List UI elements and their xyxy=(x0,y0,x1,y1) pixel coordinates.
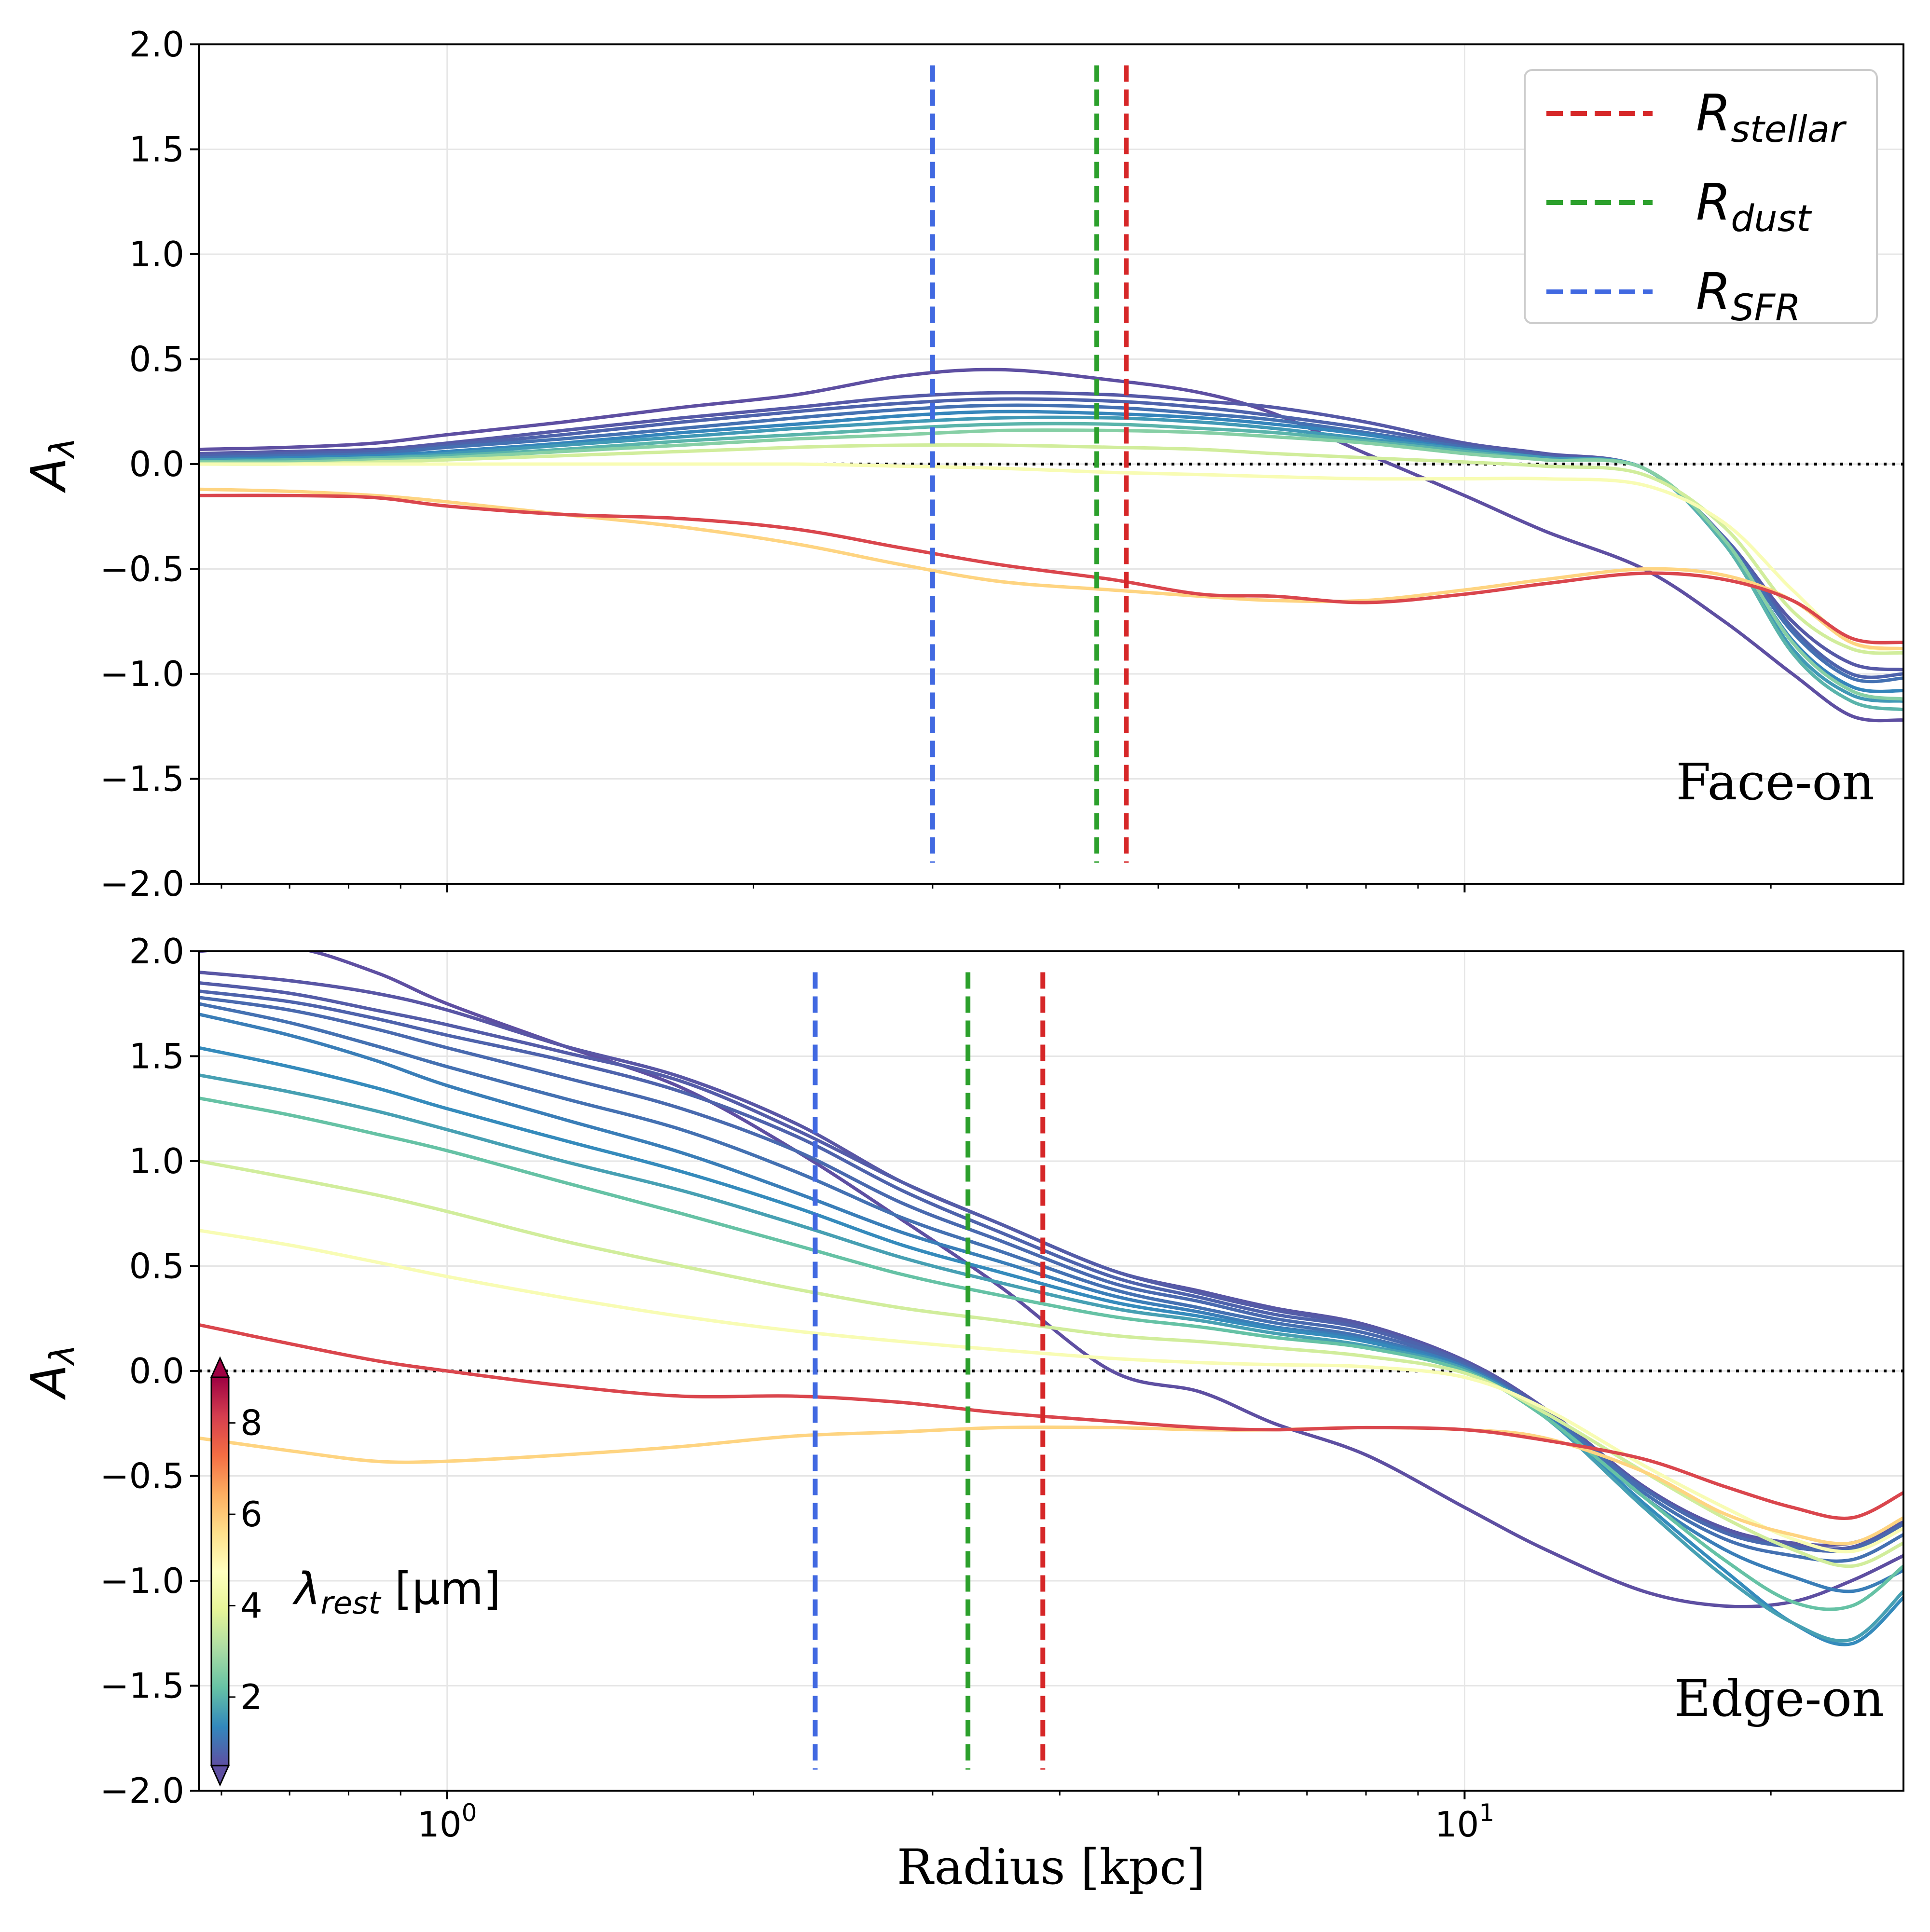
x-tick-label: 100 xyxy=(417,1799,477,1845)
y-tick-label: −1.0 xyxy=(100,654,184,694)
y-tick-label: 2.0 xyxy=(129,24,184,65)
series-line xyxy=(199,1159,1903,1568)
series-line xyxy=(199,443,1903,655)
legend-box xyxy=(1524,69,1878,324)
series-line xyxy=(199,1013,1903,1593)
panel-face-on: 2.0 1.5 1.0 0.5 0.0 −0.5 −1.0 −1.5 −2.0 Aλ Face-on xyxy=(20,24,1904,904)
series-line xyxy=(199,1046,1903,1646)
y-tick-label: 1.0 xyxy=(129,234,184,274)
series-line xyxy=(199,1229,1903,1554)
y-tick-label: 1.5 xyxy=(129,1036,184,1077)
series-line xyxy=(199,428,1903,701)
panel-label: Edge-on xyxy=(1674,1669,1884,1728)
y-tick-label: −1.0 xyxy=(100,1561,184,1601)
legend-label: Rdust xyxy=(1696,173,1812,240)
y-axis-label: Aλ xyxy=(20,1344,82,1400)
y-tick-label: −0.5 xyxy=(100,1456,184,1496)
series-line xyxy=(199,1425,1903,1546)
y-tick-label: −1.5 xyxy=(100,1666,184,1706)
y-tick-label: 1.5 xyxy=(129,129,184,170)
series-line xyxy=(199,1323,1903,1520)
series-line xyxy=(199,1096,1903,1611)
series-line xyxy=(199,996,1903,1553)
colorbar-tick-label: 4 xyxy=(240,1586,262,1626)
curves xyxy=(199,951,1903,1646)
y-tick-label: 0.5 xyxy=(129,339,184,380)
x-axis-label: Radius [kpc] xyxy=(897,1839,1205,1895)
series-line xyxy=(199,951,1903,1609)
series-line xyxy=(199,422,1903,712)
x-tick-label: 101 xyxy=(1435,1799,1494,1845)
curves xyxy=(199,368,1903,723)
colorbar-extend-bottom xyxy=(210,1765,230,1787)
y-tick-label: 0.0 xyxy=(129,444,184,484)
panel-label: Face-on xyxy=(1676,753,1875,811)
colorbar-tick-label: 6 xyxy=(240,1494,262,1535)
colorbar: 2 4 6 8 λrest [μm] xyxy=(210,1356,501,1787)
y-tick-label: −2.0 xyxy=(100,863,184,904)
y-tick-label: 1.0 xyxy=(129,1141,184,1181)
legend-label: Rstellar xyxy=(1696,83,1847,151)
y-tick-label: 0.5 xyxy=(129,1246,184,1287)
legend: Rstellar Rdust RSFR xyxy=(1524,69,1878,329)
y-tick-label: −0.5 xyxy=(100,549,184,589)
series-line xyxy=(199,493,1903,644)
plot-layer: 2.0 1.5 1.0 0.5 0.0 −0.5 −1.0 −1.5 −2.0 Aλ Face-on… xyxy=(20,24,1904,1895)
y-tick-label: 2.0 xyxy=(129,931,184,972)
colorbar-gradient xyxy=(210,1376,230,1767)
y-tick-label: 0.0 xyxy=(129,1351,184,1391)
panel-edge-on: 2.0 1.5 1.0 0.5 0.0 −0.5 −1.0 −1.5 −2.0 Aλ Edge-on xyxy=(20,931,1904,1811)
colorbar-tick-label: 2 xyxy=(240,1677,262,1717)
series-line xyxy=(199,487,1903,651)
legend-label: RSFR xyxy=(1696,262,1801,329)
y-tick-label: −1.5 xyxy=(100,759,184,799)
y-axis-label: Aλ xyxy=(20,438,82,493)
series-line xyxy=(199,1002,1903,1563)
colorbar-label: λrest [μm] xyxy=(292,1563,501,1621)
y-tick-label: −2.0 xyxy=(100,1770,184,1811)
series-line xyxy=(199,462,1903,651)
colorbar-tick-label: 8 xyxy=(240,1403,262,1443)
series-line xyxy=(199,1073,1903,1643)
colorbar-extend-top xyxy=(210,1356,230,1378)
